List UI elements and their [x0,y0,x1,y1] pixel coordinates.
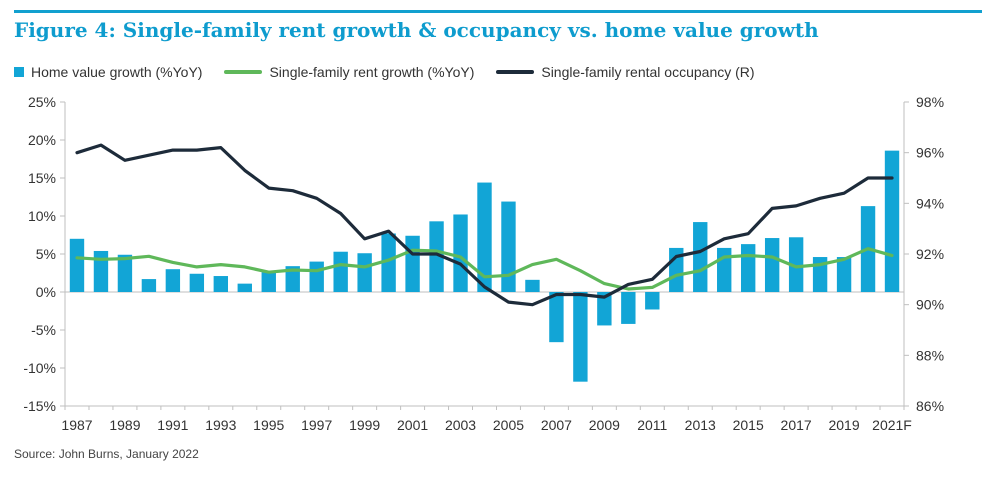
x-tick-label: 2013 [685,417,716,433]
legend-swatch-bar [14,67,24,77]
legend-label: Single-family rental occupancy (R) [541,64,755,80]
bar-home-value-2021F [884,150,900,292]
x-tick-label: 2017 [781,417,812,433]
bar-home-value-2009 [597,292,612,326]
source-note: Source: John Burns, January 2022 [14,447,199,461]
x-tick-label: 2011 [637,417,667,433]
x-tick-label: 1995 [253,417,284,433]
bar-home-value-1995 [261,272,276,292]
x-tick-label: 2005 [493,417,524,433]
legend-item-rent-growth: Single-family rent growth (%YoY) [224,64,474,80]
y-left-tick-label: -10% [23,360,56,376]
bar-home-value-1999 [357,253,372,292]
y-right-tick-label: 96% [916,145,944,161]
legend-swatch-occupancy-line [496,70,535,74]
y-left-tick-label: 25% [28,94,56,110]
bar-home-value-1990 [141,279,157,292]
top-rule [14,10,982,13]
x-tick-label: 1993 [205,417,236,433]
legend-item-occupancy: Single-family rental occupancy (R) [496,64,755,80]
bar-home-value-2008 [573,292,588,382]
bar-home-value-2019 [836,257,852,292]
y-left-tick-label: 15% [28,170,56,186]
bar-home-value-2017 [788,237,804,292]
y-left-tick-label: -5% [31,322,56,338]
bar-home-value-2007 [549,292,564,343]
y-left-tick-label: 10% [28,208,56,224]
bar-home-value-2001 [405,235,420,292]
legend: Home value growth (%YoY) Single-family r… [14,62,777,82]
bar-home-value-2013 [693,222,708,292]
y-left-tick-label: -15% [23,398,56,414]
bar-home-value-1987 [69,238,85,292]
y-left-tick-label: 0% [36,284,56,300]
x-tick-label: 2019 [828,417,859,433]
figure-title: Figure 4: Single-family rent growth & oc… [14,18,819,42]
x-tick-label: 2009 [589,417,620,433]
bar-home-value-2002 [429,221,444,292]
y-right-tick-label: 88% [916,347,944,363]
line-rent-growth [75,247,894,291]
x-tick-label: 1997 [301,417,332,433]
x-tick-label: 2007 [541,417,572,433]
legend-label: Home value growth (%YoY) [31,64,203,80]
bar-home-value-2005 [501,201,516,292]
x-tick-label: 1999 [349,417,380,433]
bar-home-value-2010 [621,292,636,324]
x-tick-label: 2001 [397,417,428,433]
bar-home-value-1994 [237,283,252,292]
bar-home-value-1992 [189,273,205,292]
x-tick-label: 1989 [109,417,140,433]
x-tick-label: 1991 [157,417,188,433]
bar-home-value-1989 [117,254,133,292]
y-right-tick-label: 86% [916,398,944,414]
bar-home-value-1988 [93,250,109,292]
legend-item-home-value: Home value growth (%YoY) [14,64,202,80]
x-tick-label: 2015 [733,417,764,433]
bar-home-value-1998 [333,251,348,292]
bar-home-value-2004 [477,182,492,292]
legend-swatch-rent-line [224,70,263,74]
y-right-tick-label: 90% [916,297,944,313]
bar-home-value-2003 [453,214,468,292]
bar-home-value-2015 [740,244,756,292]
bar-home-value-1993 [213,276,229,292]
x-tick-label: 2003 [445,417,476,433]
bar-home-value-2014 [717,247,732,292]
bar-home-value-2006 [525,279,540,292]
y-right-tick-label: 92% [916,246,944,262]
line-occupancy [75,143,894,307]
y-right-tick-label: 94% [916,195,944,211]
bar-home-value-2016 [764,238,780,292]
x-tick-label: 2021F [872,417,912,433]
bar-home-value-1996 [285,266,300,292]
bar-home-value-1991 [165,269,181,292]
y-left-tick-label: 5% [36,246,56,262]
legend-label: Single-family rent growth (%YoY) [269,64,475,80]
x-tick-label: 1987 [61,417,92,433]
bar-home-value-2000 [381,233,396,292]
bar-home-value-1997 [309,261,324,292]
y-right-tick-label: 98% [916,94,944,110]
y-left-tick-label: 20% [28,132,56,148]
bar-home-value-2011 [645,292,660,310]
